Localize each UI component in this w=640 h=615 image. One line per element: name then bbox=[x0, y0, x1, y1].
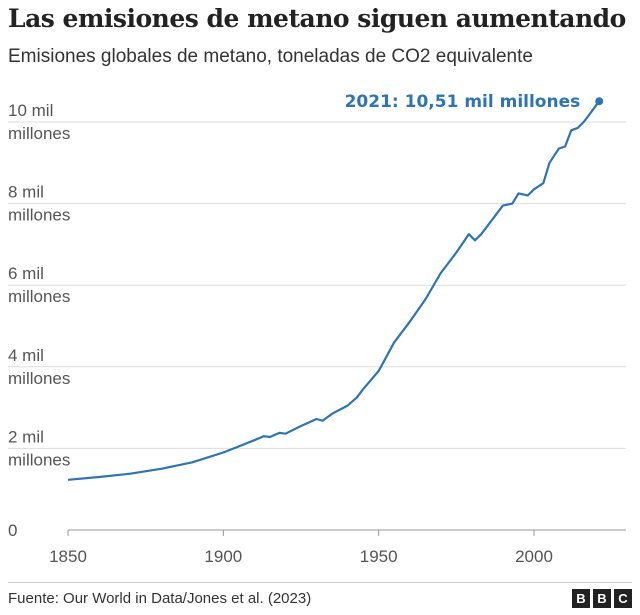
logo-letter: B bbox=[593, 589, 611, 608]
x-tick-label: 2000 bbox=[515, 547, 553, 566]
y-tick-label: millones bbox=[8, 369, 70, 388]
annotation: 2021: 10,51 mil millones bbox=[345, 92, 581, 112]
x-tick-label: 1900 bbox=[204, 547, 242, 566]
source-note: Fuente: Our World in Data/Jones et al. (… bbox=[8, 590, 312, 607]
divider bbox=[8, 582, 632, 583]
y-tick-label: 6 mil bbox=[8, 264, 44, 283]
chart-title: Las emisiones de metano siguen aumentand… bbox=[8, 4, 626, 33]
series-line bbox=[67, 100, 601, 481]
chart: 0 2 mil millones 4 mil millones 6 mil millones… bbox=[8, 92, 626, 566]
x-tick-label: 1850 bbox=[49, 547, 87, 566]
y-tick-label: 0 bbox=[8, 521, 17, 540]
chart-subtitle: Emisiones globales de metano, toneladas … bbox=[8, 46, 533, 67]
y-tick-label: millones bbox=[8, 450, 70, 469]
y-tick-label: 8 mil bbox=[8, 183, 44, 202]
y-tick-label: millones bbox=[8, 206, 70, 225]
logo-letter: C bbox=[614, 589, 632, 608]
y-tick-label: millones bbox=[8, 124, 70, 143]
data-point bbox=[595, 97, 604, 106]
y-tick-label: 2 mil bbox=[8, 427, 44, 446]
logo-letter: B bbox=[572, 589, 590, 608]
y-tick-label: 4 mil bbox=[8, 346, 44, 365]
x-tick-label: 1950 bbox=[360, 547, 398, 566]
y-tick-label: millones bbox=[8, 287, 70, 306]
y-tick-label: 10 mil bbox=[8, 101, 53, 120]
